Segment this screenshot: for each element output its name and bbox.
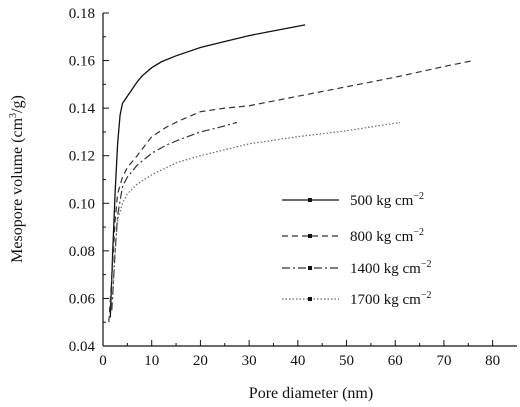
legend-label-1: 500 kg cm−2 xyxy=(350,191,424,209)
legend-marker-2 xyxy=(308,234,312,238)
series-line-4 xyxy=(112,121,401,299)
legend-label-text: 500 kg cm xyxy=(350,193,414,209)
y-tick-label: 0.08 xyxy=(69,244,95,260)
x-tick-label: 80 xyxy=(485,353,500,369)
x-tick-label: 10 xyxy=(144,353,159,369)
x-tick-label: 70 xyxy=(436,353,451,369)
x-tick-label: 30 xyxy=(242,353,257,369)
y-tick-label: 0.18 xyxy=(69,6,95,22)
legend-label-text: 1400 kg cm xyxy=(350,261,421,277)
legend-label-sup: −2 xyxy=(413,227,424,238)
y-tick-label: 0.12 xyxy=(69,149,95,165)
y-tick-label: 0.16 xyxy=(69,54,96,70)
y-tick-label: 0.10 xyxy=(69,196,95,212)
y-axis-title-sup: 3 xyxy=(8,113,19,118)
legend-label-2: 800 kg cm−2 xyxy=(350,227,424,245)
y-axis-title-tail: /g) xyxy=(9,95,26,113)
legend-marker-1 xyxy=(308,198,312,202)
legend-label-sup: −2 xyxy=(421,259,432,270)
series-line-2 xyxy=(108,59,474,323)
y-axis-title: Mesopore volume (cm3/g) xyxy=(8,95,26,263)
y-axis-title-main: Mesopore volume (cm xyxy=(9,117,26,262)
x-tick-label: 50 xyxy=(339,353,354,369)
x-tick-label: 0 xyxy=(99,353,107,369)
x-tick-label: 40 xyxy=(290,353,305,369)
legend-label-4: 1700 kg cm−2 xyxy=(350,290,431,308)
x-tick-label: 20 xyxy=(193,353,208,369)
series-line-1 xyxy=(109,24,306,318)
y-tick-label: 0.14 xyxy=(69,101,96,117)
legend-marker-3 xyxy=(308,266,312,270)
legend-label-sup: −2 xyxy=(413,191,424,202)
y-tick-label: 0.06 xyxy=(69,291,96,307)
legend-label-3: 1400 kg cm−2 xyxy=(350,259,431,277)
legend-label-text: 800 kg cm xyxy=(350,229,414,245)
series-line-3 xyxy=(111,121,238,311)
axes: 0.04 0.06 0.08 0.10 0.12 0.14 0.16 0.18 0 10 20 30 4… xyxy=(69,6,517,369)
y-tick-label: 0.04 xyxy=(69,339,96,355)
legend-label-sup: −2 xyxy=(421,290,432,301)
x-axis-title: Pore diameter (nm) xyxy=(249,385,373,402)
legend-label-text: 1700 kg cm xyxy=(350,292,421,308)
series-layer xyxy=(108,24,474,323)
x-tick-label: 60 xyxy=(388,353,403,369)
legend-marker-4 xyxy=(308,297,312,301)
